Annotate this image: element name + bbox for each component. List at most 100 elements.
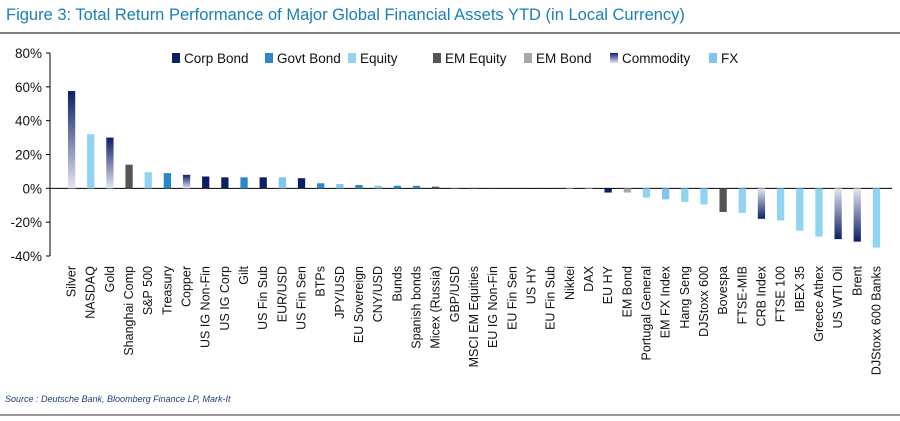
legend-item-emeq: EM Equity <box>433 51 507 66</box>
bar-bovespa <box>719 188 727 213</box>
legend-item-equity: Equity <box>348 51 398 66</box>
legend-swatch <box>524 53 532 63</box>
bar-spanish-bonds <box>412 185 421 189</box>
x-tick-label: EU Sovereign <box>352 266 366 343</box>
bar-copper <box>182 174 191 189</box>
x-tick-label: EM Bond <box>620 266 634 317</box>
bar-gilt <box>240 177 248 189</box>
y-tick-label: -40% <box>10 249 42 264</box>
x-tick-labels: Silver NASDAQ Gold Shanghai Comp S&P 500 Trea… <box>65 265 884 375</box>
bar-bunds <box>393 185 401 189</box>
x-tick-label: CNY/USD <box>371 266 385 322</box>
bar-silver <box>67 91 76 189</box>
x-tick-label: GBP/USD <box>448 266 462 322</box>
bar-s-p-500 <box>144 172 152 189</box>
bar-us-fin-sub <box>259 177 267 189</box>
x-tick-label: Bunds <box>390 266 404 301</box>
x-tick-label: US HY <box>524 265 538 304</box>
bar-eur-usd <box>278 177 287 189</box>
axes: 80% 60% 40% 20% 0% -20% -40% <box>10 46 892 264</box>
x-tick-label: JPY/USD <box>333 266 347 319</box>
bar-msci-em-equities <box>470 187 478 189</box>
bar-us-hy <box>527 188 536 189</box>
x-tick-label: Nikkei <box>563 266 577 300</box>
x-tick-label: Treasury <box>160 265 174 315</box>
x-tick-label: FTSE-MIB <box>735 266 749 324</box>
x-tick-label: US IG Non-Fin <box>199 266 213 348</box>
x-tick-label: Silver <box>65 266 79 297</box>
bar-eu-fin-sub <box>547 188 555 189</box>
bar-micex-russia- <box>432 186 440 189</box>
legend-item-embond: EM Bond <box>524 51 592 66</box>
bar-dax <box>585 188 593 189</box>
bar-crb-index <box>757 188 766 219</box>
bar-eu-hy <box>604 188 612 193</box>
bar-brent <box>853 188 861 242</box>
legend-swatch <box>709 53 717 63</box>
x-tick-label: FTSE 100 <box>774 266 788 322</box>
y-tick-label: 80% <box>15 46 42 61</box>
bar-nikkei <box>566 188 574 189</box>
legend-item-fx: FX <box>709 51 738 66</box>
x-tick-label: EU Fin Sub <box>544 266 558 330</box>
bar-gold <box>106 137 114 189</box>
legend-label: FX <box>721 51 738 66</box>
x-tick-label: Greece Athex <box>812 265 826 341</box>
x-tick-label: DJStoxx 600 <box>697 266 711 337</box>
bar-hang-seng <box>681 188 689 202</box>
x-tick-label: US IG Corp <box>218 266 232 331</box>
x-tick-label: US Fin Sen <box>295 266 309 330</box>
x-tick-label: EU Fin Sen <box>505 266 519 330</box>
source-note: Source : Deutsche Bank, Bloomberg Financ… <box>5 394 231 404</box>
bar-us-ig-non-fin <box>202 176 210 189</box>
x-tick-label: Gilt <box>237 265 251 284</box>
y-tick-label: 0% <box>22 181 42 196</box>
x-tick-label: Shanghai Comp <box>122 266 136 356</box>
bar-us-wti-oil <box>834 188 842 240</box>
title-divider <box>0 32 900 34</box>
bar-ibex-35 <box>796 188 804 231</box>
x-tick-label: EUR/USD <box>275 266 289 322</box>
bar-treasury <box>163 173 172 189</box>
bar-us-ig-corp <box>221 177 229 189</box>
legend-label: Govt Bond <box>277 51 341 66</box>
legend-label: EM Bond <box>536 51 592 66</box>
x-tick-label: Micex (Russia) <box>429 266 443 349</box>
bar-eu-fin-sen <box>508 188 516 189</box>
bar-jpy-usd <box>336 184 344 189</box>
x-tick-label: CRB Index <box>754 265 768 326</box>
x-tick-label: EU HY <box>601 265 615 304</box>
x-tick-label: DAX <box>582 265 596 291</box>
x-tick-label: EU IG Non-Fin <box>486 266 500 348</box>
legend-swatch <box>433 53 441 63</box>
y-tick-label: 40% <box>15 114 42 129</box>
x-tick-label: Spanish bonds <box>410 266 424 349</box>
legend-item-corp: Corp Bond <box>172 51 249 66</box>
bars <box>67 91 881 248</box>
x-tick-label: Copper <box>180 266 194 307</box>
bar-ftse-mib <box>738 188 746 213</box>
bar-ftse-100 <box>776 188 785 221</box>
x-tick-label: Brent <box>850 265 864 295</box>
bar-gbp-usd <box>451 187 459 189</box>
legend-label: Equity <box>360 51 398 66</box>
x-tick-label: BTPs <box>314 266 328 297</box>
bar-em-bond <box>623 188 631 193</box>
x-tick-label: Gold <box>103 266 117 292</box>
bar-djstoxx-600-banks <box>872 188 881 248</box>
bar-eu-ig-non-fin <box>489 187 497 189</box>
x-tick-label: IBEX 35 <box>793 266 807 312</box>
bar-us-fin-sen <box>297 178 306 189</box>
legend-swatch <box>610 53 618 63</box>
x-tick-label: EM FX Index <box>659 265 673 338</box>
bar-greece-athex <box>815 188 823 237</box>
legend-swatch <box>172 53 180 63</box>
bar-em-fx-index <box>661 188 670 200</box>
legend-label: EM Equity <box>445 51 507 66</box>
legend-item-commodity: Commodity <box>610 51 691 66</box>
bar-djstoxx-600 <box>700 188 708 205</box>
y-tick-label: 20% <box>15 148 42 163</box>
bar-nasdaq <box>87 134 95 189</box>
legend-label: Commodity <box>622 51 691 66</box>
bar-btps <box>317 183 325 189</box>
